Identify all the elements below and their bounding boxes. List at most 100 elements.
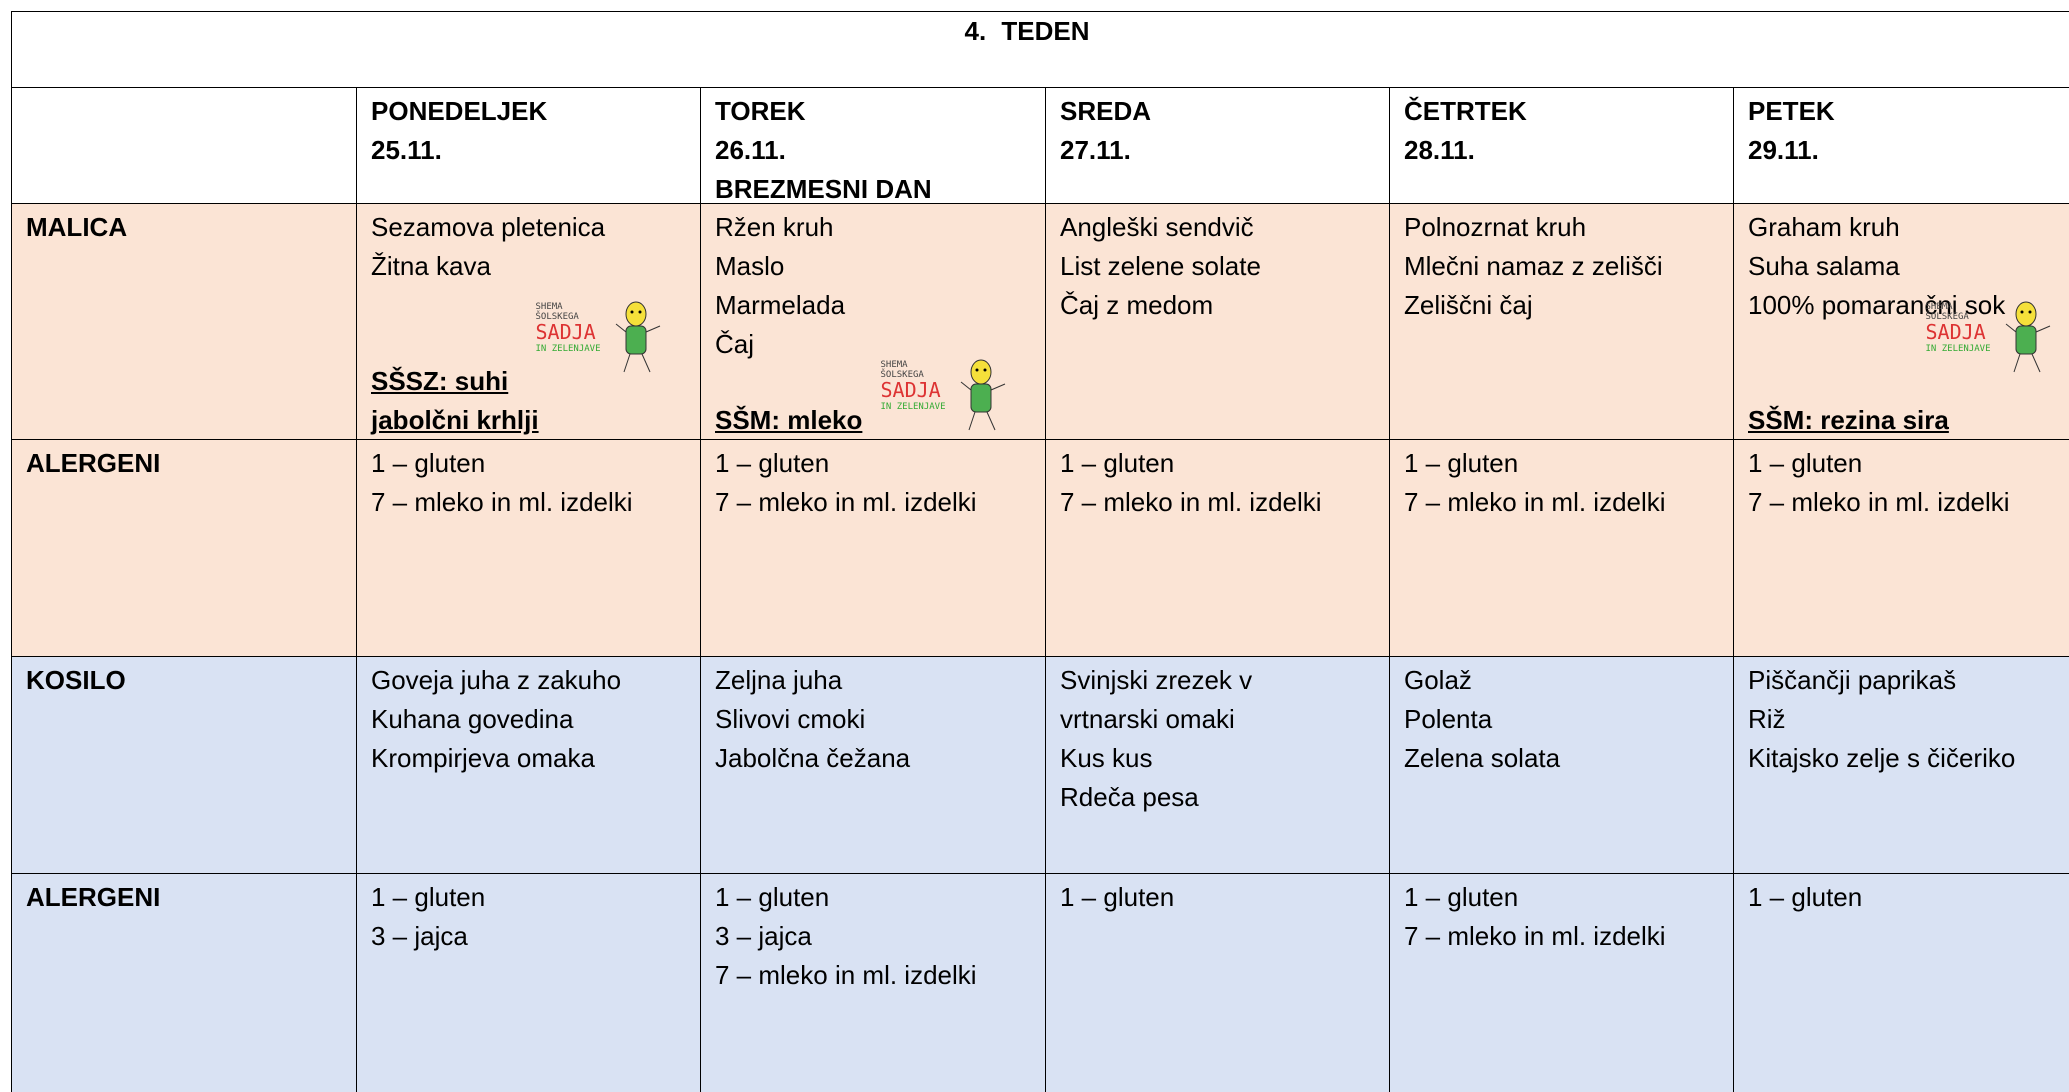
menu-cell: 1 – gluten — [1733, 873, 2069, 1092]
menu-item: Sezamova pletenica — [371, 212, 606, 242]
menu-item: Rdeča pesa — [1060, 782, 1199, 812]
menu-item: Polnozrnat kruh — [1404, 212, 1587, 242]
menu-cell: 1 – gluten 7 – mleko in ml. izdelki — [356, 439, 702, 658]
logo-text: SADJA — [535, 319, 596, 344]
scheme-note: SŠM: mleko — [715, 404, 863, 435]
row-label: MALICA — [26, 212, 128, 242]
menu-item: 7 – mleko in ml. izdelki — [1748, 487, 2010, 517]
menu-cell: Graham kruh Suha salama 100% pomarančni so… — [1733, 203, 2069, 441]
menu-item: Piščančji paprikaš — [1748, 665, 1957, 695]
menu-item: Suha salama — [1748, 251, 1900, 281]
menu-cell: 1 – gluten — [1045, 873, 1391, 1092]
menu-item: Čaj — [715, 329, 755, 359]
header-corner — [11, 87, 358, 205]
menu-item: 3 – jajca — [715, 921, 812, 951]
menu-item: 3 – jajca — [371, 921, 468, 951]
logo: SHEMA ŠOLSKEGA SADJA IN ZELENJAVE — [536, 300, 661, 380]
menu-item: 1 – gluten — [1404, 448, 1519, 478]
logo-text: IN ZELENJAVE — [535, 343, 601, 354]
menu-cell: Piščančji paprikaš Riž Kitajsko zelje s či… — [1733, 656, 2069, 875]
menu-item: Goveja juha z zakuho — [371, 665, 622, 695]
day-name: SREDA — [1060, 96, 1152, 126]
day-date: 25.11. — [371, 135, 442, 165]
menu-item: 1 – gluten — [715, 448, 830, 478]
menu-item: Angleški sendvič — [1060, 212, 1254, 242]
menu-cell: Golaž Polenta Zelena solata — [1389, 656, 1735, 875]
menu-item: 1 – gluten — [715, 882, 830, 912]
menu-cell: 1 – gluten 7 – mleko in ml. izdelki — [1045, 439, 1391, 658]
row-label-cell: MALICA — [11, 203, 358, 441]
row-label: ALERGENI — [26, 882, 161, 912]
day-note: BREZMESNI DAN — [715, 174, 932, 204]
title: 4. TEDEN — [964, 16, 1090, 46]
menu-item: Polenta — [1404, 704, 1493, 734]
menu-cell: 1 – gluten 7 – mleko in ml. izdelki — [1733, 439, 2069, 658]
day-date: 27.11. — [1060, 135, 1131, 165]
logo-figure — [2005, 301, 2050, 372]
menu-item: Kuhana govedina — [371, 704, 574, 734]
menu-item: 7 – mleko in ml. izdelki — [1404, 487, 1666, 517]
logo-text: SHEMA — [535, 301, 563, 312]
logo: SHEMA ŠOLSKEGA SADJA IN ZELENJAVE — [1926, 300, 2051, 380]
day-date: 28.11. — [1404, 135, 1475, 165]
menu-item: Jabolčna čežana — [715, 743, 911, 773]
day-header: SREDA 27.11. — [1045, 87, 1391, 205]
row-label-cell: ALERGENI — [11, 873, 358, 1092]
logo-text: IN ZELENJAVE — [880, 401, 946, 412]
menu-cell: Zeljna juha Slivovi cmoki Jabolčna čežana — [700, 656, 1047, 875]
menu-item: 7 – mleko in ml. izdelki — [1060, 487, 1322, 517]
menu-cell: Angleški sendvič List zelene solate Čaj z … — [1045, 203, 1391, 441]
menu-item: 1 – gluten — [1748, 448, 1863, 478]
logo-text: SHEMA — [880, 359, 908, 370]
menu-item: Žitna kava — [371, 251, 491, 281]
day-header: PETEK 29.11. — [1733, 87, 2069, 205]
logo-text: ŠOLSKEGA — [1925, 311, 1969, 322]
menu-item: List zelene solate — [1060, 251, 1261, 281]
menu-cell: Ržen kruh Maslo Marmelada Čaj SHEMA ŠOLSKEGA S… — [700, 203, 1047, 441]
logo-text: SADJA — [1925, 319, 1986, 344]
day-name: TOREK — [715, 96, 806, 126]
menu-item: Zelena solata — [1404, 743, 1561, 773]
menu-cell: 1 – gluten 3 – jajca — [356, 873, 702, 1092]
menu-item: vrtnarski omaki — [1060, 704, 1235, 734]
scheme-note: SŠSZ: suhi jabolčni krhlji — [371, 365, 539, 435]
menu-item: 100% pomarančni sok — [1748, 290, 2006, 320]
menu-item: Zeljna juha — [715, 665, 843, 695]
menu-item: 1 – gluten — [371, 882, 486, 912]
menu-item: 7 – mleko in ml. izdelki — [715, 960, 977, 990]
menu-item: 1 – gluten — [1404, 882, 1519, 912]
title-cell: 4. TEDEN — [11, 11, 2069, 89]
scheme-note: SŠM: rezina sira — [1748, 404, 1949, 435]
menu-item: 7 – mleko in ml. izdelki — [371, 487, 633, 517]
menu-item: 1 – gluten — [371, 448, 486, 478]
menu-cell: Goveja juha z zakuho Kuhana govedina Kromp… — [356, 656, 702, 875]
menu-cell: Polnozrnat kruh Mlečni namaz z zelišči Zel… — [1389, 203, 1735, 441]
menu-item: Zeliščni čaj — [1404, 290, 1533, 320]
day-date: 26.11. — [715, 135, 786, 165]
menu-cell: 1 – gluten 3 – jajca 7 – mleko in ml. izde… — [700, 873, 1047, 1092]
day-header: TOREK 26.11. BREZMESNI DAN — [700, 87, 1047, 205]
menu-item: Krompirjeva omaka — [371, 743, 595, 773]
menu-item: Riž — [1748, 704, 1786, 734]
menu-item: Ržen kruh — [715, 212, 834, 242]
menu-item: 1 – gluten — [1060, 882, 1175, 912]
logo-text: ŠOLSKEGA — [535, 311, 579, 322]
logo-figure — [960, 359, 1005, 430]
row-label-cell: ALERGENI — [11, 439, 358, 658]
menu-item: Slivovi cmoki — [715, 704, 866, 734]
logo-text: SHEMA — [1925, 301, 1953, 312]
day-name: ČETRTEK — [1404, 96, 1527, 126]
logo-figure — [615, 301, 660, 372]
menu-item: 7 – mleko in ml. izdelki — [715, 487, 977, 517]
menu-item: 1 – gluten — [1748, 882, 1863, 912]
menu-item: Svinjski zrezek v — [1060, 665, 1253, 695]
menu-item: 1 – gluten — [1060, 448, 1175, 478]
logo: SHEMA ŠOLSKEGA SADJA IN ZELENJAVE — [881, 358, 1006, 438]
menu-item: Mlečni namaz z zelišči — [1404, 251, 1663, 281]
menu-cell: 1 – gluten 7 – mleko in ml. izdelki — [1389, 439, 1735, 658]
row-label: KOSILO — [26, 665, 126, 695]
day-name: PETEK — [1748, 96, 1835, 126]
row-label: ALERGENI — [26, 448, 161, 478]
logo-text: IN ZELENJAVE — [1925, 343, 1991, 354]
logo-text: ŠOLSKEGA — [880, 369, 924, 380]
